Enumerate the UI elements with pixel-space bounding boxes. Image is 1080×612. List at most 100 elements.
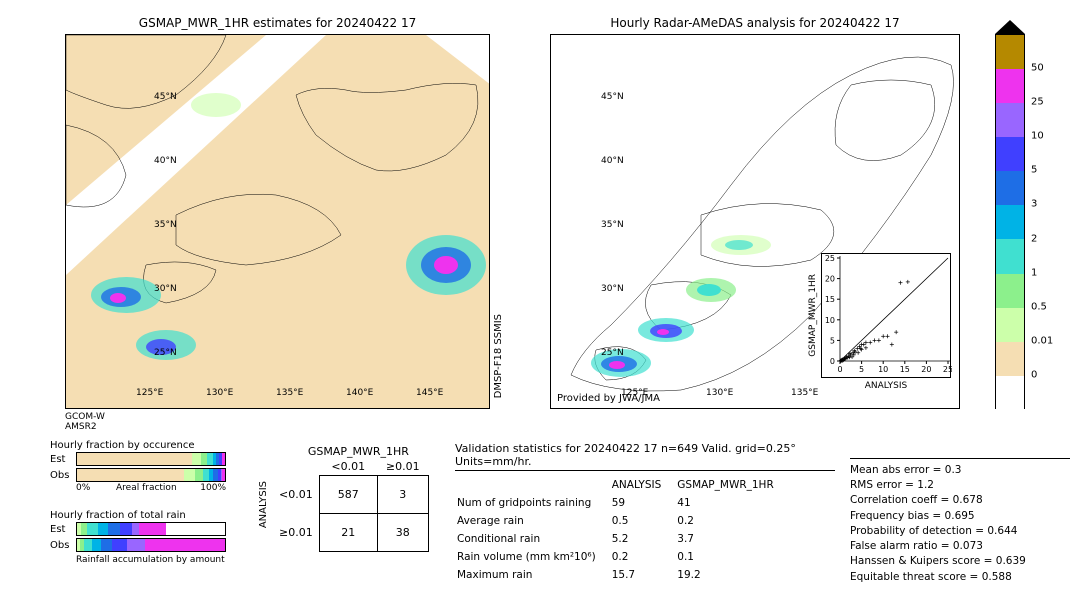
bar-segment: [222, 469, 225, 481]
score-value: 0.678: [949, 494, 982, 506]
colorbar-segment: [996, 342, 1024, 376]
svg-text:25: 25: [825, 254, 835, 263]
frac-occ-row0: Est: [50, 454, 76, 465]
validation-table: ANALYSISGSMAP_MWR_1HRNum of gridpoints r…: [455, 475, 790, 585]
stats-cell: 5.2: [612, 531, 676, 547]
bar-segment: [84, 539, 91, 551]
colorbar-segment: [996, 137, 1024, 171]
left-map-swath-label: DMSP-F18 SSMIS: [493, 314, 504, 398]
score-label: Equitable threat score =: [850, 571, 978, 583]
colorbar-segment: [996, 103, 1024, 137]
contingency-side: ANALYSIS: [258, 481, 269, 528]
bar-segment: [222, 453, 225, 465]
left-map-box: 45°N 40°N 35°N 30°N 25°N 125°E 130°E 135…: [65, 34, 490, 409]
frac-occ-obs-bar: [76, 468, 226, 482]
colorbar-tick: 25: [1031, 97, 1044, 108]
score-row: Mean abs error = 0.3: [850, 463, 1070, 478]
table-row: Conditional rain5.23.7: [457, 531, 788, 547]
bar-segment: [77, 453, 192, 465]
frac-tot-row0: Est: [50, 524, 76, 535]
cont-col0: <0.01: [319, 458, 377, 476]
score-label: Probability of detection =: [850, 525, 984, 537]
svg-text:30°N: 30°N: [154, 284, 177, 294]
frac-occ-row1: Obs: [50, 470, 76, 481]
colorbar-tick: 0.5: [1031, 301, 1047, 312]
score-label: Mean abs error =: [850, 464, 941, 476]
stats-cell: 3.7: [677, 531, 787, 547]
score-label: Correlation coeff =: [850, 494, 949, 506]
score-row: Hanssen & Kuipers score = 0.639: [850, 554, 1070, 569]
colorbar-tick: 5: [1031, 165, 1037, 176]
svg-text:25°N: 25°N: [601, 348, 624, 358]
score-value: 0.073: [950, 540, 983, 552]
colorbar-segment: [996, 376, 1024, 410]
bar-segment: [101, 539, 113, 551]
svg-text:5: 5: [830, 336, 835, 345]
svg-text:135°E: 135°E: [276, 388, 304, 398]
svg-text:35°N: 35°N: [601, 220, 624, 230]
cont-c00: 587: [319, 476, 377, 514]
colorbar-overflow-icon: [995, 20, 1025, 34]
svg-text:130°E: 130°E: [706, 388, 734, 398]
bar-segment: [139, 523, 166, 535]
svg-text:40°N: 40°N: [154, 156, 177, 166]
svg-text:30°N: 30°N: [601, 284, 624, 294]
left-map-footer: GCOM-W AMSR2: [65, 412, 105, 432]
bar-segment: [77, 469, 184, 481]
scatter-plot: 00551010151520202525 ANALYSIS GSMAP_MWR_…: [821, 253, 951, 378]
table-row: Maximum rain15.719.2: [457, 567, 788, 583]
svg-text:130°E: 130°E: [206, 388, 234, 398]
colorbar: [995, 34, 1025, 409]
table-row: Average rain0.50.2: [457, 513, 788, 529]
svg-text:20: 20: [825, 275, 835, 284]
stats-cell: Average rain: [457, 513, 610, 529]
colorbar-tick: 0.01: [1031, 335, 1053, 346]
bar-segment: [112, 539, 127, 551]
colorbar-tick: 50: [1031, 63, 1044, 74]
contingency-panel: GSMAP_MWR_1HR ANALYSIS <0.01≥0.01 <0.01 …: [258, 445, 429, 552]
svg-text:35°N: 35°N: [154, 220, 177, 230]
frac-tot-obs-bar: [76, 538, 226, 552]
frac-occ-axis-right: 100%: [200, 483, 226, 493]
bar-segment: [127, 539, 145, 551]
cont-c11: 38: [377, 514, 428, 552]
stats-cell: 59: [612, 495, 676, 511]
stats-header-blank: [457, 477, 610, 493]
bar-segment: [98, 523, 108, 535]
svg-text:135°E: 135°E: [791, 388, 819, 398]
stats-header: ANALYSIS: [612, 477, 676, 493]
contingency-title: GSMAP_MWR_1HR: [288, 445, 429, 458]
stats-header: GSMAP_MWR_1HR: [677, 477, 787, 493]
table-row: Rain volume (mm km²10⁶)0.20.1: [457, 549, 788, 565]
frac-tot-title: Hourly fraction of total rain: [50, 510, 240, 521]
left-map-svg: 45°N 40°N 35°N 30°N 25°N 125°E 130°E 135…: [66, 35, 490, 409]
score-value: 0.3: [941, 464, 961, 476]
fraction-total-panel: Hourly fraction of total rain Est Obs Ra…: [50, 510, 240, 565]
score-value: 0.639: [992, 555, 1025, 567]
cont-row0: <0.01: [273, 476, 319, 514]
right-map-title: Hourly Radar-AMeDAS analysis for 2024042…: [550, 16, 960, 30]
score-row: RMS error = 1.2: [850, 478, 1070, 493]
score-row: False alarm ratio = 0.073: [850, 539, 1070, 554]
svg-text:125°E: 125°E: [136, 388, 164, 398]
score-row: Equitable threat score = 0.588: [850, 570, 1070, 585]
stats-cell: 0.2: [612, 549, 676, 565]
stats-cell: 15.7: [612, 567, 676, 583]
score-label: False alarm ratio =: [850, 540, 950, 552]
stats-cell: 0.5: [612, 513, 676, 529]
bar-segment: [192, 453, 201, 465]
colorbar-segment: [996, 205, 1024, 239]
bar-segment: [120, 523, 132, 535]
colorbar-segment: [996, 35, 1024, 69]
score-row: Frequency bias = 0.695: [850, 509, 1070, 524]
colorbar-tick: 1: [1031, 267, 1037, 278]
score-label: Frequency bias =: [850, 510, 941, 522]
fraction-occurrence-panel: Hourly fraction by occurence Est Obs 0% …: [50, 440, 240, 483]
svg-text:10: 10: [825, 316, 835, 325]
svg-text:25: 25: [943, 365, 952, 374]
score-label: RMS error =: [850, 479, 914, 491]
scatter-xlabel: ANALYSIS: [822, 381, 950, 391]
stats-cell: 0.1: [677, 549, 787, 565]
colorbar-tick: 2: [1031, 233, 1037, 244]
frac-occ-title: Hourly fraction by occurence: [50, 440, 240, 451]
